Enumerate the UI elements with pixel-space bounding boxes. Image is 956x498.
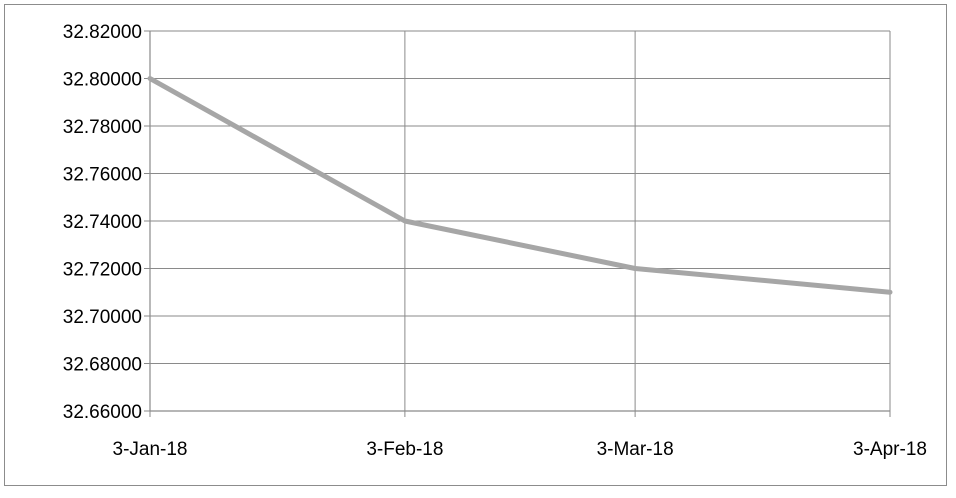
y-gridlines bbox=[150, 30, 890, 412]
y-tick-label: 32.78000 bbox=[63, 117, 142, 138]
series-line bbox=[147, 76, 893, 295]
y-tick-label: 32.68000 bbox=[63, 355, 142, 376]
x-tick-label: 3-Feb-18 bbox=[366, 439, 443, 460]
x-tick-labels: 3-Jan-18 3-Feb-18 3-Mar-18 3-Apr-18 bbox=[113, 439, 927, 460]
y-tick-label: 32.80000 bbox=[63, 70, 142, 91]
x-tick-label: 3-Apr-18 bbox=[853, 439, 927, 460]
y-tick-label: 32.66000 bbox=[63, 402, 142, 423]
axes bbox=[144, 30, 891, 417]
y-tick-label: 32.76000 bbox=[63, 165, 142, 186]
x-tick-label: 3-Mar-18 bbox=[597, 439, 674, 460]
y-tick-label: 32.82000 bbox=[63, 22, 142, 43]
series-group bbox=[147, 76, 893, 295]
y-tick-label: 32.70000 bbox=[63, 307, 142, 328]
y-tick-label: 32.74000 bbox=[63, 212, 142, 233]
y-tick-label: 32.72000 bbox=[63, 260, 142, 281]
y-tick-labels: 32.66000 32.68000 32.70000 32.72000 32.74000… bbox=[63, 22, 142, 423]
x-tick-label: 3-Jan-18 bbox=[113, 439, 188, 460]
